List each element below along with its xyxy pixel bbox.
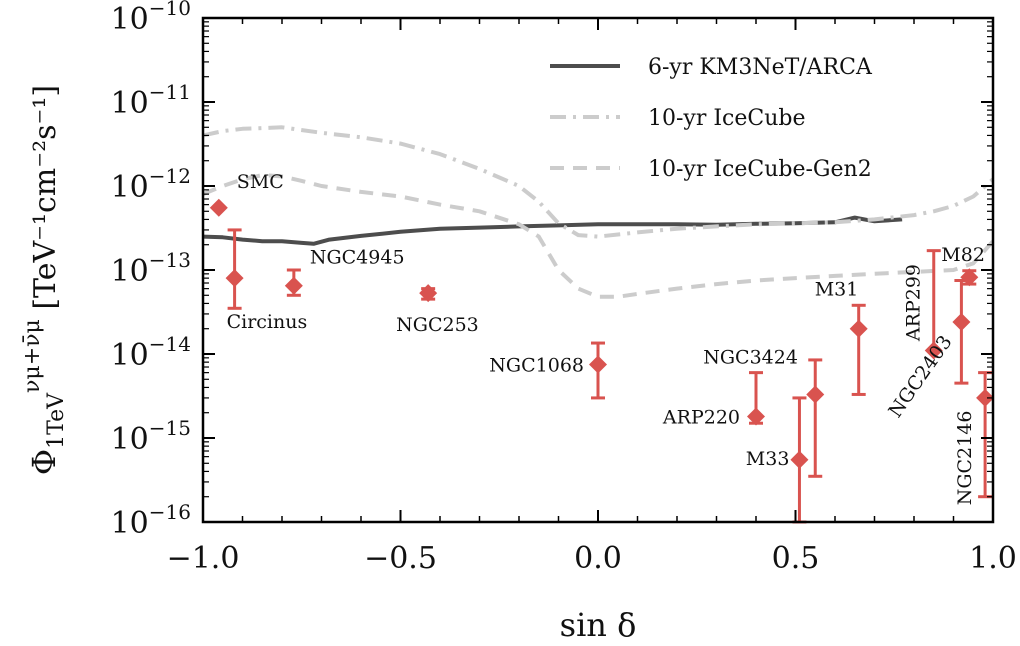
label-ngc253: NGC253: [396, 314, 479, 336]
y-tick-label-0: 10−10: [111, 0, 191, 37]
label-smc: SMC: [237, 171, 284, 193]
y-tick-label-6: 10−16: [111, 500, 191, 541]
label-ngc4945: NGC4945: [310, 247, 405, 269]
x-axis-title: sin δ: [560, 606, 637, 641]
label-ngc2146: NGC2146: [954, 411, 976, 506]
legend-label-0: 6-yr KM3NeT/ARCA: [648, 55, 873, 80]
x-tick-label-1: −0.5: [364, 541, 437, 576]
point-circinus: [225, 269, 244, 288]
label-ngc2403: NGC2403: [884, 332, 956, 422]
label-arp299: ARP299: [903, 264, 925, 342]
y-tick-label-1: 10−11: [111, 80, 191, 121]
point-ngc2146: [976, 388, 995, 407]
label-circinus: Circinus: [227, 311, 308, 333]
legend-label-1: 10-yr IceCube: [648, 106, 806, 131]
x-tick-label-4: 1.0: [969, 541, 1017, 576]
label-ngc1068: NGC1068: [489, 354, 584, 376]
plot-frame: [201, 16, 995, 524]
point-ngc3424: [806, 385, 825, 404]
x-tick-label-2: 0.0: [574, 541, 622, 576]
point-ngc1068: [589, 355, 607, 374]
point-m82: [960, 268, 979, 287]
label-arp220: ARP220: [662, 407, 740, 429]
series-line-2: [202, 173, 995, 299]
x-tick-label-3: 0.5: [772, 541, 820, 576]
point-arp299: [924, 341, 943, 360]
sensitivity-curves: [202, 125, 995, 299]
point-m31: [849, 319, 868, 338]
x-tick-label-0: −1.0: [167, 541, 240, 576]
legend-label-2: 10-yr IceCube-Gen2: [648, 157, 872, 182]
point-m33: [790, 450, 809, 469]
y-tick-label-2: 10−12: [111, 164, 191, 205]
point-ngc4945: [284, 276, 303, 295]
axes: −1.0 −0.5 0.0 0.5 1.0 10−10 10−11 10−12 10−13 10−…: [111, 0, 1017, 576]
series-line-0: [202, 215, 903, 246]
label-m33: M33: [746, 448, 790, 470]
y-tick-label-5: 10−15: [111, 416, 191, 457]
point-arp220: [747, 407, 765, 426]
legend: 6-yr KM3NeT/ARCA 10-yr IceCube 10-yr IceCu…: [550, 55, 873, 182]
label-m82: M82: [941, 244, 985, 266]
series-line-1: [202, 125, 995, 239]
y-tick-label-4: 10−14: [111, 332, 191, 373]
source-markers: [209, 198, 995, 469]
label-m31: M31: [815, 279, 859, 301]
label-ngc3424: NGC3424: [703, 346, 798, 368]
point-smc: [209, 198, 228, 217]
y-tick-label-3: 10−13: [111, 248, 191, 289]
y-axis-title: Φ1TeVνμ+ν̄μ [TeV⁻¹cm⁻²s⁻¹]: [20, 85, 69, 475]
point-ngc253: [419, 284, 438, 303]
point-ngc2403: [952, 313, 971, 332]
